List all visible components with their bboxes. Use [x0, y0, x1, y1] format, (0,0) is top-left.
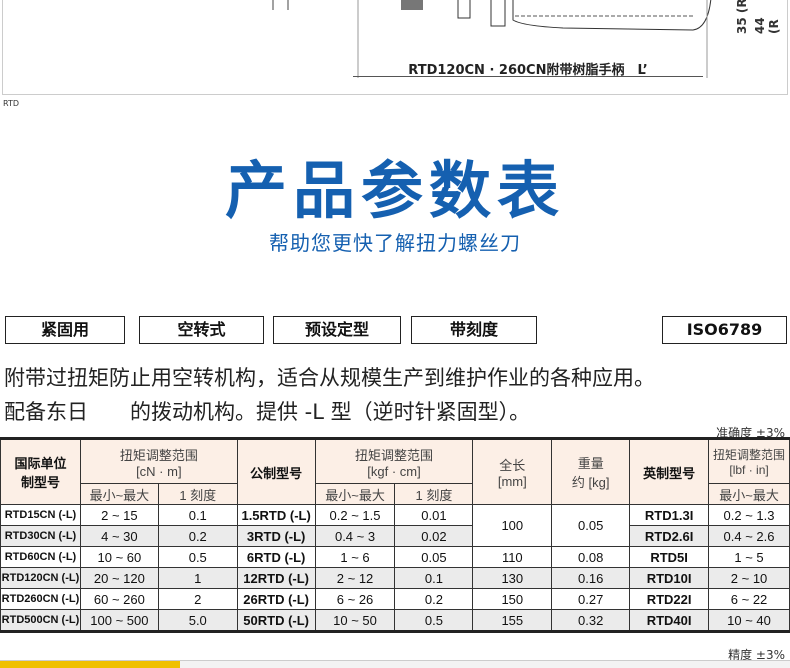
cell-cn: 10 ~ 60	[79, 546, 159, 568]
header-metric-model: 公制型号	[236, 438, 316, 505]
cell-cn: 4 ~ 30	[79, 525, 159, 547]
header-torque-cn: 扭矩调整范围 [cN · m]	[79, 438, 238, 484]
cell-lbf: 0.4 ~ 2.6	[708, 525, 790, 547]
caption: RTD	[3, 99, 20, 108]
cell-kgf_g: 0.02	[394, 525, 474, 547]
cell-len: 100	[472, 504, 553, 547]
cell-cn: 60 ~ 260	[79, 588, 159, 610]
tag-iso: ISO6789	[662, 316, 787, 344]
cell-wt: 0.27	[551, 588, 631, 610]
cell-si: RTD30CN (-L)	[0, 525, 81, 547]
header-torque-kgf: 扭矩调整范围 [kgf · cm]	[314, 438, 474, 484]
accuracy-note: 准确度 ±3%	[716, 426, 785, 440]
description-line: 附带过扭矩防止用空转机构，适合从规模生产到维护作业的各种应用。	[4, 366, 655, 390]
cell-lbf: 6 ~ 22	[708, 588, 790, 610]
tag-fastening: 紧固用	[5, 316, 125, 344]
tag-idle-type: 空转式	[139, 316, 264, 344]
cell-imp: RTD40I	[629, 609, 710, 632]
cell-kgf_g: 0.1	[394, 567, 474, 589]
cell-kgf_g: 0.05	[394, 546, 474, 568]
header-si-model: 国际单位制型号	[0, 438, 81, 505]
cell-kgf_g: 0.2	[394, 588, 474, 610]
cell-wt: 0.05	[551, 504, 631, 547]
cell-cn: 100 ~ 500	[79, 609, 159, 632]
cell-cn_g: 1	[157, 567, 238, 589]
header-graduation: 1 刻度	[157, 483, 238, 505]
table-row: RTD120CN (-L) 20 ~ 120 1 12RTD (-L) 2 ~ 12 0.…	[0, 567, 790, 589]
header-length: 全长 [mm]	[472, 438, 553, 505]
header-min-max: 最小~最大	[79, 483, 159, 505]
cell-metric: 12RTD (-L)	[236, 567, 316, 589]
side-label: 44 (R	[753, 17, 781, 34]
cell-wt: 0.32	[551, 609, 631, 632]
header-min-max: 最小~最大	[314, 483, 396, 505]
cell-kgf: 2 ~ 12	[314, 567, 396, 589]
cell-metric: 3RTD (-L)	[236, 525, 316, 547]
cell-metric: 50RTD (-L)	[236, 609, 316, 632]
cell-cn_g: 0.2	[157, 525, 238, 547]
cell-imp: RTD1.3I	[629, 504, 710, 526]
header-torque-lbf: 扭矩调整范围 [lbf · in]	[708, 438, 790, 484]
header-min-max: 最小~最大	[708, 483, 790, 505]
cell-cn_g: 0.5	[157, 546, 238, 568]
cell-kgf_g: 0.01	[394, 504, 474, 526]
cell-len: 150	[472, 588, 553, 610]
cell-imp: RTD22I	[629, 588, 710, 610]
cell-kgf: 0.2 ~ 1.5	[314, 504, 396, 526]
cell-len: 110	[472, 546, 553, 568]
cell-si: RTD15CN (-L)	[0, 504, 81, 526]
header-weight: 重量 约 [kg]	[551, 438, 631, 505]
side-label: 35 (R	[735, 0, 749, 34]
product-diagram: RTD120CN · 260CN附带树脂手柄 L’ 35 (R 44 (R	[2, 0, 788, 95]
page-subtitle: 帮助您更快了解扭力螺丝刀	[269, 231, 521, 255]
cell-kgf: 10 ~ 50	[314, 609, 396, 632]
cell-si: RTD500CN (-L)	[0, 609, 81, 632]
tag-scale: 带刻度	[411, 316, 537, 344]
spec-table: 国际单位制型号 扭矩调整范围 [cN · m] 公制型号 扭矩调整范围 [kgf…	[0, 437, 790, 633]
screwdriver-drawing	[272, 0, 712, 78]
cell-kgf: 1 ~ 6	[314, 546, 396, 568]
cell-len: 130	[472, 567, 553, 589]
cell-kgf: 6 ~ 26	[314, 588, 396, 610]
cell-si: RTD60CN (-L)	[0, 546, 81, 568]
cell-lbf: 2 ~ 10	[708, 567, 790, 589]
cell-wt: 0.16	[551, 567, 631, 589]
table-row: RTD260CN (-L) 60 ~ 260 2 26RTD (-L) 6 ~ 26 0.…	[0, 588, 790, 610]
cell-lbf: 10 ~ 40	[708, 609, 790, 632]
header-graduation: 1 刻度	[394, 483, 474, 505]
table-row: RTD500CN (-L) 100 ~ 500 5.0 50RTD (-L) 10 ~ …	[0, 609, 790, 632]
cell-metric: 1.5RTD (-L)	[236, 504, 316, 526]
cell-si: RTD120CN (-L)	[0, 567, 81, 589]
cell-len: 155	[472, 609, 553, 632]
cell-kgf_g: 0.5	[394, 609, 474, 632]
cell-cn: 20 ~ 120	[79, 567, 159, 589]
cell-wt: 0.08	[551, 546, 631, 568]
table-row: RTD60CN (-L) 10 ~ 60 0.5 6RTD (-L) 1 ~ 6 0.05…	[0, 546, 790, 568]
cell-imp: RTD5I	[629, 546, 710, 568]
cell-cn: 2 ~ 15	[79, 504, 159, 526]
dimension-line	[353, 76, 703, 77]
header-imperial-model: 英制型号	[629, 438, 710, 505]
precision-note: 精度 ±3%	[728, 648, 785, 662]
cell-lbf: 0.2 ~ 1.3	[708, 504, 790, 526]
cell-kgf: 0.4 ~ 3	[314, 525, 396, 547]
dimension-label: RTD120CN · 260CN附带树脂手柄 L’	[408, 63, 648, 78]
cell-cn_g: 0.1	[157, 504, 238, 526]
cell-cn_g: 5.0	[157, 609, 238, 632]
cell-si: RTD260CN (-L)	[0, 588, 81, 610]
cell-imp: RTD10I	[629, 567, 710, 589]
cell-metric: 26RTD (-L)	[236, 588, 316, 610]
tag-preset-type: 预设定型	[273, 316, 401, 344]
cell-metric: 6RTD (-L)	[236, 546, 316, 568]
description-line: 配备东日 的拨动机构。提供 -L 型（逆时针紧固型）。	[4, 400, 531, 424]
table-row: RTD30CN (-L) 4 ~ 30 0.2 3RTD (-L) 0.4 ~ 3 0.0…	[0, 525, 790, 547]
page-title: 产品参数表	[224, 154, 565, 227]
cell-lbf: 1 ~ 5	[708, 546, 790, 568]
bottom-bar	[0, 660, 790, 668]
cell-cn_g: 2	[157, 588, 238, 610]
table-row: RTD15CN (-L) 2 ~ 15 0.1 1.5RTD (-L) 0.2 ~ 1.…	[0, 504, 790, 547]
cell-imp: RTD2.6I	[629, 525, 710, 547]
